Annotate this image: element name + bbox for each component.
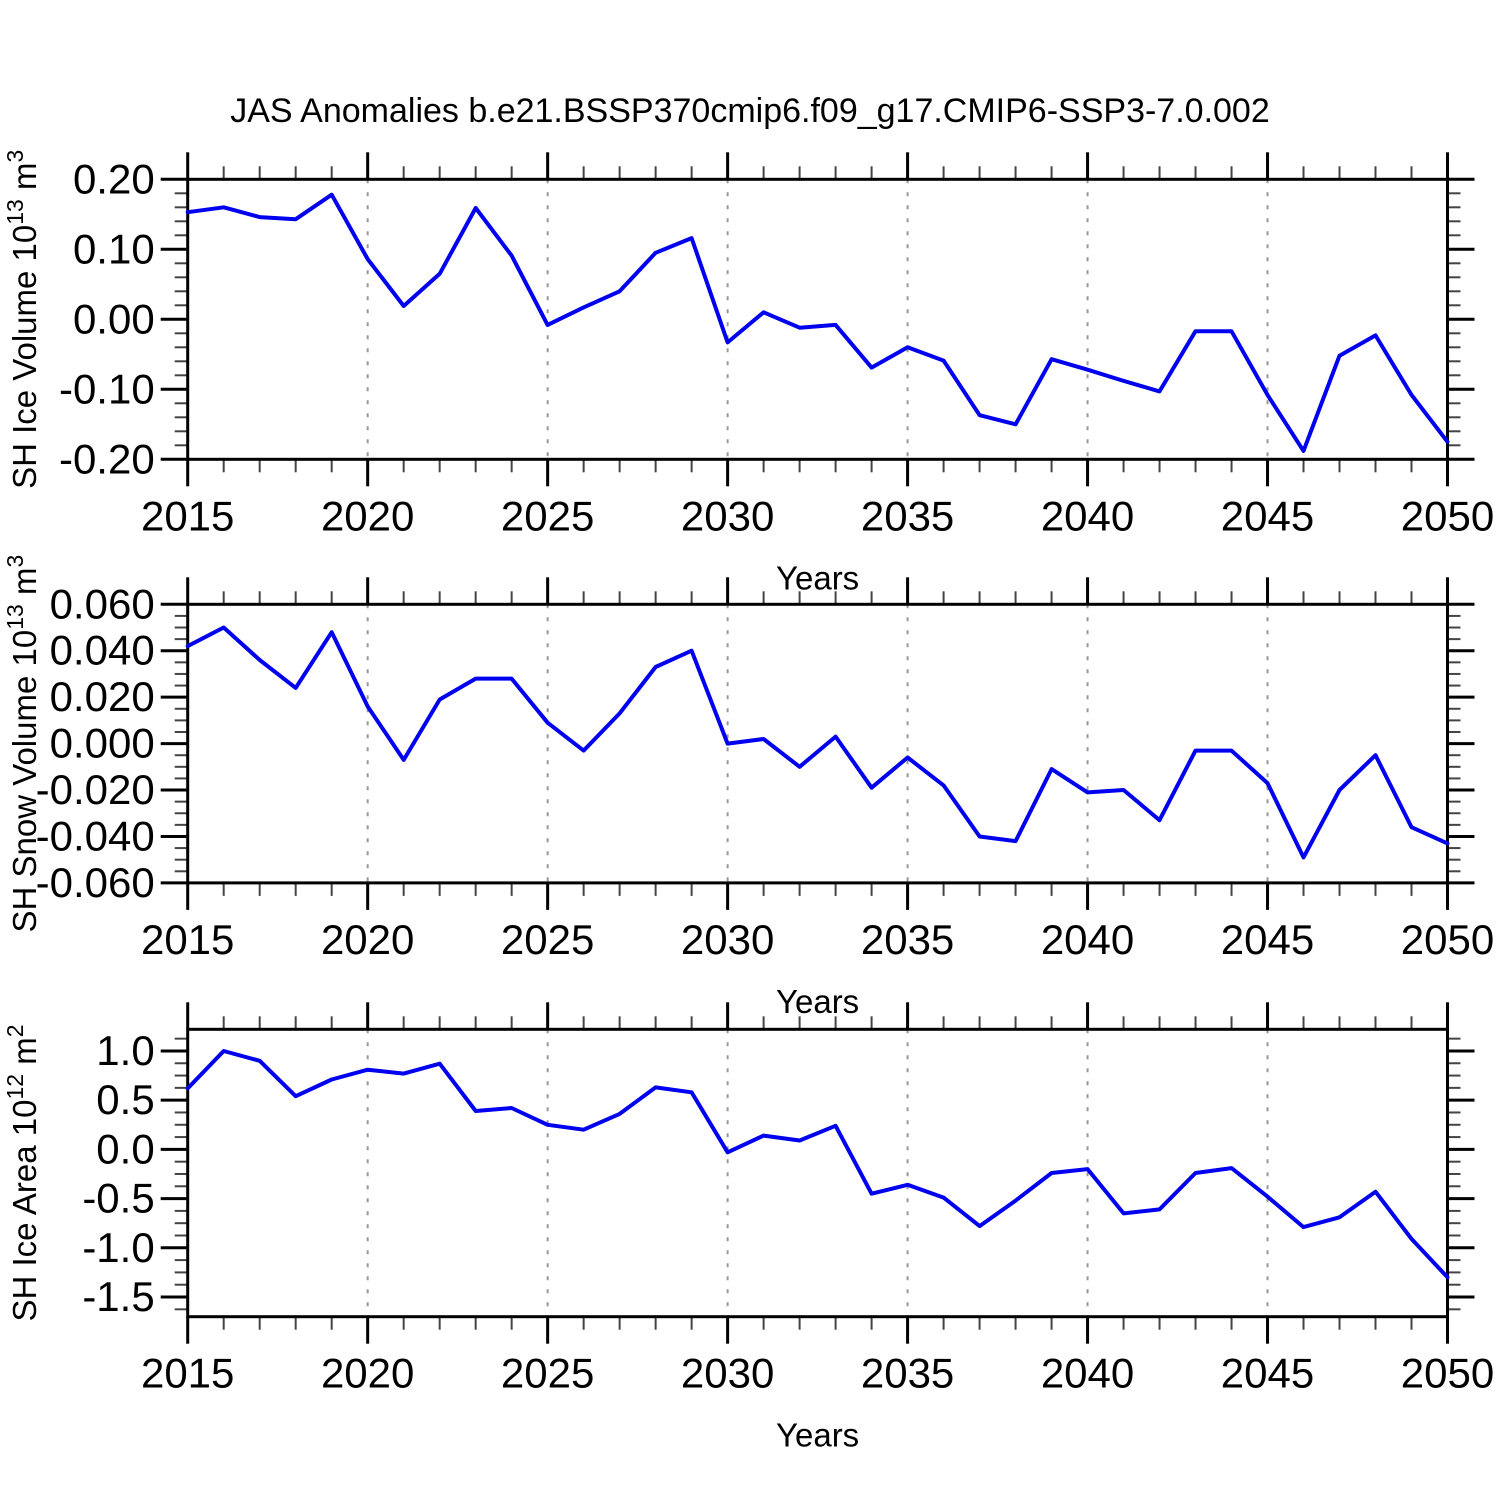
x-tick-label: 2035 — [861, 492, 954, 539]
x-tick-label: 2045 — [1221, 492, 1314, 539]
x-tick-label: 2020 — [321, 492, 414, 539]
x-tick-label: 2015 — [141, 1350, 234, 1397]
x-tick-label: 2015 — [141, 916, 234, 963]
y-tick-label: 0.00 — [73, 295, 155, 342]
y-tick-label: 0.20 — [73, 155, 155, 202]
x-tick-label: 2020 — [321, 916, 414, 963]
y-axis-title-2: SH Ice Area 1012 m2 — [2, 1024, 43, 1321]
y-tick-label: -0.060 — [36, 859, 155, 906]
y-tick-label: -0.040 — [36, 812, 155, 859]
plot-frame — [186, 602, 1450, 885]
x-tick-label: 2025 — [501, 1350, 594, 1397]
plot-sh-ice-area: 1.00.50.0-0.5-1.0-1.5 2015 2020 2025 2030 203… — [2, 1002, 1494, 1454]
x-tick-label: 2045 — [1221, 916, 1314, 963]
x-tick-label: 2025 — [501, 916, 594, 963]
y-tick-label: -0.20 — [59, 435, 155, 482]
x-tick-label: 2035 — [861, 1350, 954, 1397]
y-tick-label: 0.10 — [73, 225, 155, 272]
x-tick-label: 2040 — [1041, 492, 1134, 539]
y-tick-label: 0.040 — [50, 627, 155, 674]
y-tick-label: -0.020 — [36, 766, 155, 813]
x-tick-label: 2030 — [681, 916, 774, 963]
y-tick-label: -0.10 — [59, 365, 155, 412]
x-tick-label: 2050 — [1401, 1350, 1494, 1397]
y-tick-label: -0.5 — [82, 1175, 154, 1222]
x-axis-title-0: Years — [776, 559, 859, 596]
x-tick-label: 2040 — [1041, 916, 1134, 963]
chart-title: JAS Anomalies b.e21.BSSP370cmip6.f09_g17… — [230, 92, 1270, 130]
y-tick-label: 1.0 — [96, 1027, 154, 1074]
x-axis-title-1: Years — [776, 983, 859, 1020]
x-tick-label: 2045 — [1221, 1350, 1314, 1397]
x-tick-label: 2050 — [1401, 916, 1494, 963]
x-axis-title-2: Years — [776, 1417, 859, 1454]
y-tick-label: 0.020 — [50, 673, 155, 720]
y-tick-label: 0.0 — [96, 1125, 154, 1172]
x-tick-label: 2015 — [141, 492, 234, 539]
y-axis-title-0: SH Ice Volume 1013 m3 — [2, 150, 43, 489]
x-tick-label: 2035 — [861, 916, 954, 963]
x-tick-label: 2020 — [321, 1350, 414, 1397]
x-tick-label: 2030 — [681, 1350, 774, 1397]
x-tick-label: 2030 — [681, 492, 774, 539]
y-tick-label: -1.5 — [82, 1273, 154, 1320]
data-line-sh-ice-volume — [185, 192, 1450, 453]
y-tick-label: 0.060 — [50, 580, 155, 627]
plot-frame — [186, 177, 1450, 461]
plot-frame — [186, 1027, 1450, 1319]
y-tick-label: -1.0 — [82, 1224, 154, 1271]
y-tick-label: 0.5 — [96, 1076, 154, 1123]
x-tick-label: 2040 — [1041, 1350, 1134, 1397]
x-tick-label: 2050 — [1401, 492, 1494, 539]
y-axis-title-1: SH Snow Volume 1013 m3 — [2, 555, 43, 933]
data-line-sh-snow-volume — [185, 625, 1450, 860]
data-line-sh-ice-area — [185, 1049, 1450, 1280]
x-tick-label: 2025 — [501, 492, 594, 539]
y-tick-label: 0.000 — [50, 720, 155, 767]
plot-sh-ice-volume: 0.20 0.10 0.00 -0.10 -0.20 2015 2020 2025 2030 20… — [2, 150, 1494, 597]
